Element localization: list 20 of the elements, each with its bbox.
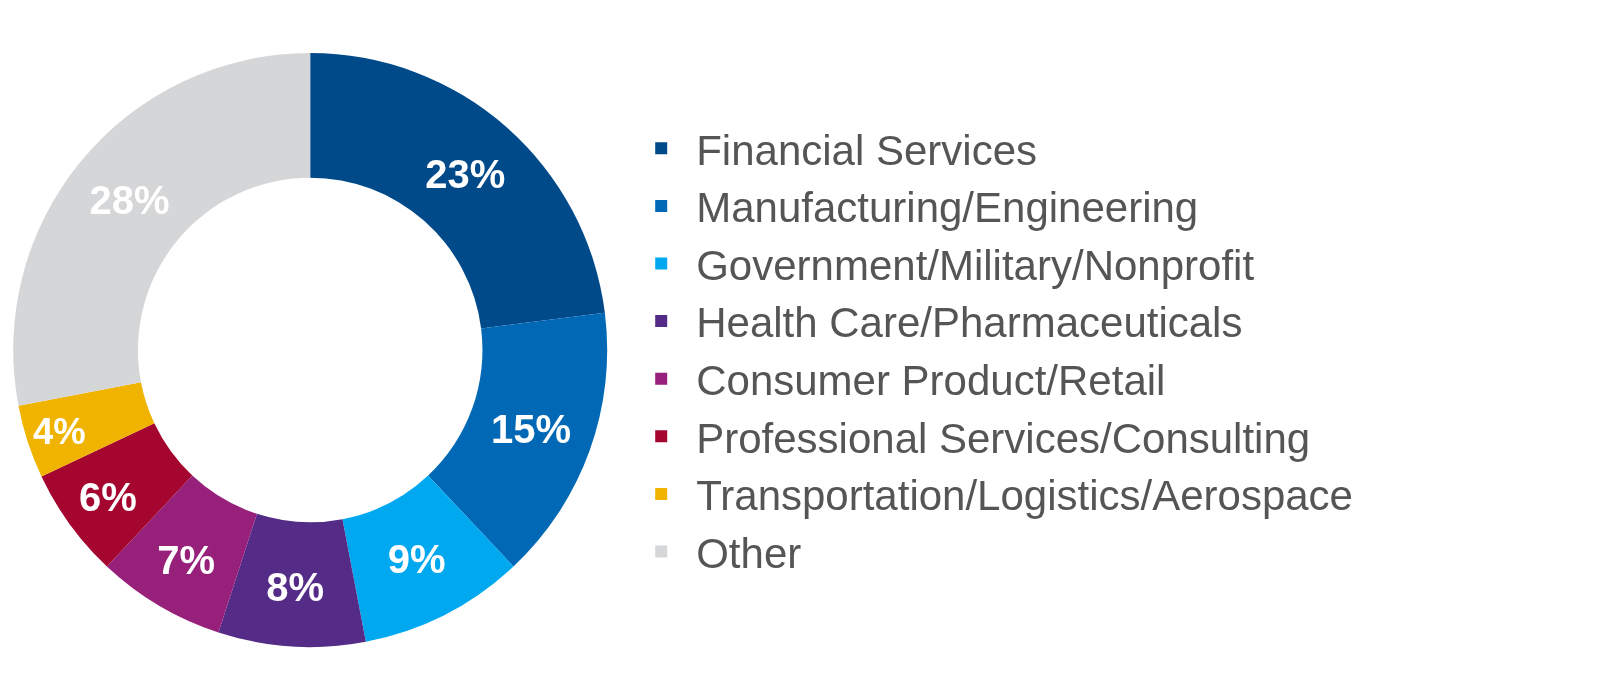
data-label: 4% xyxy=(32,411,86,453)
legend-label: Financial Services xyxy=(696,126,1038,174)
data-label: 23% xyxy=(425,152,506,196)
legend-label: Transportation/Logistics/Aerospace xyxy=(696,472,1353,520)
legend-label: Health Care/Pharmaceuticals xyxy=(696,299,1243,347)
donut-slice xyxy=(310,53,605,329)
legend-label: Government/Military/Nonprofit xyxy=(696,241,1255,289)
legend-label: Manufacturing/Engineering xyxy=(696,184,1199,232)
legend-label: Professional Services/Consulting xyxy=(696,414,1311,462)
legend-label: Consumer Product/Retail xyxy=(696,357,1166,405)
donut-slice xyxy=(342,475,514,642)
data-label: 6% xyxy=(78,475,137,520)
donut-slice xyxy=(13,53,311,406)
legend-label: Other xyxy=(696,529,802,577)
data-label: 7% xyxy=(157,537,215,582)
data-label: 8% xyxy=(266,565,325,610)
donut-slice xyxy=(18,382,155,477)
data-label: 9% xyxy=(387,537,446,582)
data-label: 15% xyxy=(490,407,571,452)
donut-slice xyxy=(218,513,366,647)
